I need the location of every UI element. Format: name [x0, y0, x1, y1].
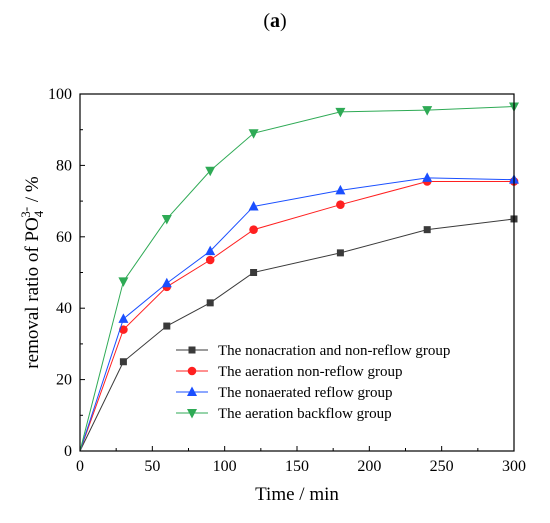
x-tick-label: 100: [213, 458, 237, 475]
series-3: [79, 172, 519, 452]
data-point: [248, 129, 259, 139]
panel-letter: a: [270, 10, 280, 32]
series-line: [79, 177, 515, 452]
data-point: [119, 325, 128, 334]
data-point: [336, 200, 345, 209]
legend: The nonacration and non-reflow group The …: [176, 343, 450, 422]
data-point: [423, 226, 431, 234]
y-axis-title: removal ratio of PO43- / %: [18, 176, 46, 369]
x-tick-label: 200: [357, 458, 381, 475]
data-point: [161, 214, 172, 225]
y-tick-label: 40: [56, 300, 72, 317]
legend-label: The aeration non-reflow group: [218, 364, 403, 380]
data-point: [205, 166, 216, 177]
data-point: [250, 269, 258, 276]
data-point: [118, 313, 129, 323]
x-tick-label: 250: [430, 458, 454, 475]
series-line: [79, 105, 515, 452]
data-point: [335, 184, 346, 195]
legend-label: The nonaerated reflow group: [218, 385, 393, 401]
data-point: [205, 245, 216, 256]
y-tick-label: 60: [56, 229, 72, 246]
legend-item: The aeration non-reflow group: [176, 364, 403, 380]
x-tick-label: 150: [285, 458, 309, 475]
data-point: [118, 277, 129, 287]
data-point: [336, 249, 344, 257]
series-line: [79, 180, 514, 452]
data-point: [249, 225, 258, 234]
data-point: [206, 299, 214, 307]
data-point: [422, 172, 433, 182]
axis-layer: 0 50 100 150 200 250 300 0 20 40 60 80 100: [48, 86, 526, 475]
legend-label: The aeration backflow group: [218, 406, 392, 422]
legend-marker: [187, 366, 197, 376]
data-point: [422, 106, 433, 116]
y-tick-label: 80: [56, 157, 72, 174]
y-tick-label: 0: [64, 443, 72, 460]
legend-item: The nonacration and non-reflow group: [176, 343, 450, 359]
legend-marker: [187, 386, 197, 396]
x-tick-label: 300: [502, 458, 526, 475]
data-point: [163, 322, 171, 330]
data-point: [248, 200, 259, 211]
x-axis-title: Time / min: [255, 484, 339, 505]
x-tick-label: 50: [144, 458, 160, 475]
x-tick-label: 0: [76, 458, 84, 475]
legend-marker: [187, 409, 197, 419]
data-point: [119, 358, 127, 366]
series-4: [79, 102, 519, 452]
panel-label: (a): [263, 10, 287, 32]
data-point: [335, 107, 346, 118]
series-line: [79, 218, 515, 452]
series-layer: [79, 102, 519, 452]
legend-marker: [188, 346, 196, 354]
y-tick-label: 100: [48, 86, 72, 103]
legend-label: The nonacration and non-reflow group: [218, 343, 450, 359]
y-tick-label: 20: [56, 372, 72, 389]
data-point: [161, 277, 172, 288]
data-point: [205, 255, 215, 265]
legend-item: The aeration backflow group: [176, 406, 392, 422]
legend-item: The nonaerated reflow group: [176, 385, 393, 401]
